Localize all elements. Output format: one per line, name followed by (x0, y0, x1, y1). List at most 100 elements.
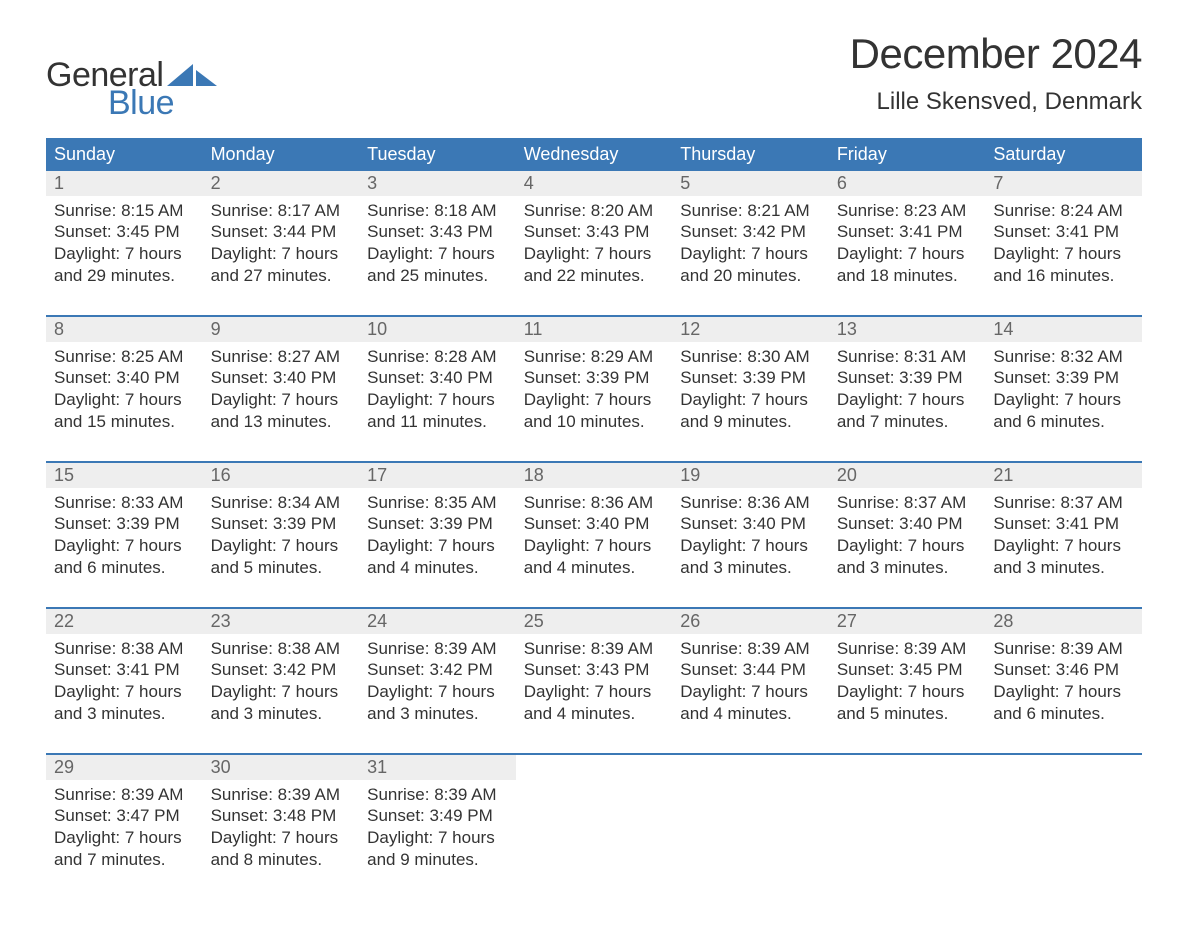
sunrise-line: Sunrise: 8:37 AM (993, 492, 1134, 514)
daylight-line2: and 3 minutes. (993, 557, 1134, 579)
day-number: 10 (359, 317, 516, 342)
day-cell: Sunrise: 8:36 AMSunset: 3:40 PMDaylight:… (672, 488, 829, 608)
daylight-line1: Daylight: 7 hours (524, 535, 665, 557)
day-cell: Sunrise: 8:15 AMSunset: 3:45 PMDaylight:… (46, 196, 203, 316)
sunset-line: Sunset: 3:39 PM (524, 367, 665, 389)
empty-day-number (516, 755, 673, 780)
sunset-line: Sunset: 3:39 PM (993, 367, 1134, 389)
day-number: 15 (46, 463, 203, 488)
daylight-line1: Daylight: 7 hours (54, 243, 195, 265)
daylight-line1: Daylight: 7 hours (837, 243, 978, 265)
day-number: 27 (829, 609, 986, 634)
day-header: Saturday (985, 138, 1142, 171)
day-cell: Sunrise: 8:36 AMSunset: 3:40 PMDaylight:… (516, 488, 673, 608)
daylight-line1: Daylight: 7 hours (367, 827, 508, 849)
daylight-line2: and 4 minutes. (524, 557, 665, 579)
sunrise-line: Sunrise: 8:39 AM (524, 638, 665, 660)
day-cell: Sunrise: 8:32 AMSunset: 3:39 PMDaylight:… (985, 342, 1142, 462)
sunrise-line: Sunrise: 8:15 AM (54, 200, 195, 222)
daylight-line2: and 16 minutes. (993, 265, 1134, 287)
day-data-row: Sunrise: 8:15 AMSunset: 3:45 PMDaylight:… (46, 196, 1142, 316)
day-number: 12 (672, 317, 829, 342)
sunrise-line: Sunrise: 8:39 AM (54, 784, 195, 806)
daylight-line1: Daylight: 7 hours (211, 389, 352, 411)
sunrise-line: Sunrise: 8:36 AM (524, 492, 665, 514)
daylight-line2: and 29 minutes. (54, 265, 195, 287)
sunset-line: Sunset: 3:44 PM (680, 659, 821, 681)
title-block: December 2024 Lille Skensved, Denmark (850, 30, 1142, 116)
sunset-line: Sunset: 3:42 PM (680, 221, 821, 243)
daylight-line2: and 18 minutes. (837, 265, 978, 287)
day-data-row: Sunrise: 8:25 AMSunset: 3:40 PMDaylight:… (46, 342, 1142, 462)
day-cell: Sunrise: 8:38 AMSunset: 3:42 PMDaylight:… (203, 634, 360, 754)
day-cell: Sunrise: 8:25 AMSunset: 3:40 PMDaylight:… (46, 342, 203, 462)
sunrise-line: Sunrise: 8:24 AM (993, 200, 1134, 222)
daylight-line2: and 6 minutes. (54, 557, 195, 579)
day-number: 6 (829, 171, 986, 196)
day-cell: Sunrise: 8:17 AMSunset: 3:44 PMDaylight:… (203, 196, 360, 316)
daylight-line1: Daylight: 7 hours (680, 535, 821, 557)
day-header-row: SundayMondayTuesdayWednesdayThursdayFrid… (46, 138, 1142, 171)
day-number: 2 (203, 171, 360, 196)
sunset-line: Sunset: 3:42 PM (211, 659, 352, 681)
day-number: 30 (203, 755, 360, 780)
daylight-line1: Daylight: 7 hours (837, 681, 978, 703)
empty-day-cell (985, 780, 1142, 899)
daylight-line2: and 7 minutes. (837, 411, 978, 433)
day-number: 23 (203, 609, 360, 634)
day-number: 11 (516, 317, 673, 342)
sunrise-line: Sunrise: 8:38 AM (54, 638, 195, 660)
daylight-line2: and 22 minutes. (524, 265, 665, 287)
calendar-thead: SundayMondayTuesdayWednesdayThursdayFrid… (46, 138, 1142, 171)
day-cell: Sunrise: 8:21 AMSunset: 3:42 PMDaylight:… (672, 196, 829, 316)
daylight-line2: and 4 minutes. (680, 703, 821, 725)
sunset-line: Sunset: 3:48 PM (211, 805, 352, 827)
daylight-line2: and 3 minutes. (211, 703, 352, 725)
daylight-line2: and 3 minutes. (837, 557, 978, 579)
daylight-line2: and 6 minutes. (993, 703, 1134, 725)
sunrise-line: Sunrise: 8:37 AM (837, 492, 978, 514)
sunset-line: Sunset: 3:39 PM (211, 513, 352, 535)
day-cell: Sunrise: 8:39 AMSunset: 3:44 PMDaylight:… (672, 634, 829, 754)
sunset-line: Sunset: 3:40 PM (211, 367, 352, 389)
day-cell: Sunrise: 8:33 AMSunset: 3:39 PMDaylight:… (46, 488, 203, 608)
daylight-line1: Daylight: 7 hours (54, 681, 195, 703)
day-number: 13 (829, 317, 986, 342)
sunrise-line: Sunrise: 8:28 AM (367, 346, 508, 368)
sunset-line: Sunset: 3:39 PM (680, 367, 821, 389)
day-cell: Sunrise: 8:37 AMSunset: 3:41 PMDaylight:… (985, 488, 1142, 608)
sunset-line: Sunset: 3:40 PM (837, 513, 978, 535)
daylight-line2: and 3 minutes. (680, 557, 821, 579)
sunrise-line: Sunrise: 8:17 AM (211, 200, 352, 222)
calendar-table: SundayMondayTuesdayWednesdayThursdayFrid… (46, 138, 1142, 899)
sunset-line: Sunset: 3:39 PM (54, 513, 195, 535)
sunrise-line: Sunrise: 8:39 AM (837, 638, 978, 660)
daylight-line1: Daylight: 7 hours (367, 389, 508, 411)
sunset-line: Sunset: 3:39 PM (367, 513, 508, 535)
sunset-line: Sunset: 3:45 PM (837, 659, 978, 681)
day-header: Sunday (46, 138, 203, 171)
day-data-row: Sunrise: 8:33 AMSunset: 3:39 PMDaylight:… (46, 488, 1142, 608)
day-number: 26 (672, 609, 829, 634)
daylight-line1: Daylight: 7 hours (367, 681, 508, 703)
daylight-line1: Daylight: 7 hours (680, 243, 821, 265)
daylight-line2: and 25 minutes. (367, 265, 508, 287)
location-label: Lille Skensved, Denmark (850, 88, 1142, 116)
daylight-line1: Daylight: 7 hours (680, 389, 821, 411)
sunset-line: Sunset: 3:46 PM (993, 659, 1134, 681)
daylight-line1: Daylight: 7 hours (993, 681, 1134, 703)
day-number: 24 (359, 609, 516, 634)
sunset-line: Sunset: 3:39 PM (837, 367, 978, 389)
sunset-line: Sunset: 3:40 PM (54, 367, 195, 389)
sunset-line: Sunset: 3:40 PM (367, 367, 508, 389)
daylight-line1: Daylight: 7 hours (211, 681, 352, 703)
daynum-row: 15161718192021 (46, 463, 1142, 488)
brand-sail-icon (167, 58, 217, 91)
day-cell: Sunrise: 8:27 AMSunset: 3:40 PMDaylight:… (203, 342, 360, 462)
sunset-line: Sunset: 3:43 PM (367, 221, 508, 243)
daylight-line1: Daylight: 7 hours (524, 681, 665, 703)
sunrise-line: Sunrise: 8:39 AM (367, 784, 508, 806)
empty-day-number (829, 755, 986, 780)
sunrise-line: Sunrise: 8:39 AM (680, 638, 821, 660)
sunrise-line: Sunrise: 8:25 AM (54, 346, 195, 368)
